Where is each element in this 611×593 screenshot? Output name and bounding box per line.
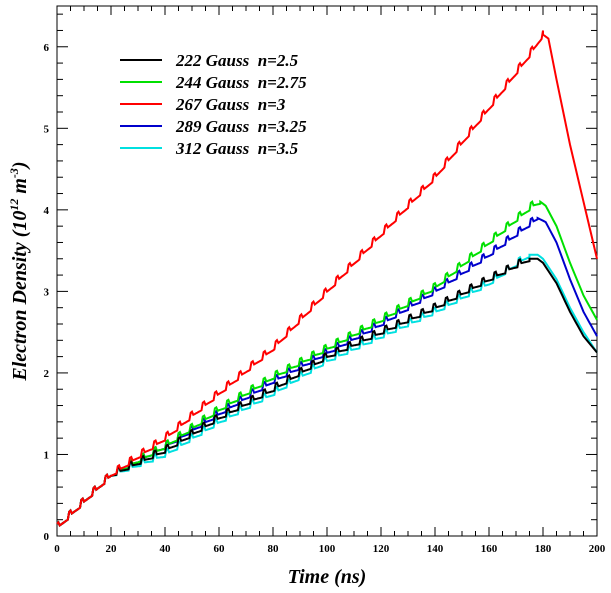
y-axis-label-unit: m (9, 178, 31, 199)
series-line (56, 253, 598, 527)
y-axis-label-unit-exponent: -3 (7, 168, 21, 178)
y-axis-label-main: Electron Density (10 (9, 211, 31, 382)
x-tick-label: 80 (268, 543, 280, 555)
legend-label: 222 Gauss n=2.5 (175, 51, 299, 70)
series-line (56, 30, 598, 527)
y-tick-label: 6 (44, 42, 50, 54)
x-tick-label: 200 (589, 543, 606, 555)
x-axis-ticks: 0 20 40 60 80 100 120 140 160 180 200 (54, 6, 606, 555)
x-tick-label: 160 (481, 543, 498, 555)
legend-label: 312 Gauss n=3.5 (175, 139, 299, 158)
y-tick-label: 3 (44, 286, 50, 298)
x-tick-label: 120 (373, 543, 390, 555)
y-axis-label: Electron Density (1012 m-3) (7, 161, 31, 381)
x-tick-label: 20 (106, 543, 118, 555)
x-tick-label: 60 (214, 543, 226, 555)
legend-label: 244 Gauss n=2.75 (175, 73, 307, 92)
y-axis-label-exponent: 12 (7, 199, 21, 211)
y-tick-label: 2 (44, 368, 50, 380)
x-axis-label: Time (ns) (288, 566, 367, 588)
y-tick-label: 1 (44, 449, 50, 461)
series-layer (56, 30, 598, 527)
y-tick-label: 4 (44, 205, 50, 217)
y-axis-ticks: 0 1 2 3 4 5 6 (44, 13, 597, 543)
plot-frame (56, 5, 598, 537)
series-line (56, 257, 598, 527)
x-tick-label: 0 (54, 543, 60, 555)
series-line (56, 199, 598, 527)
y-tick-label: 5 (44, 123, 50, 135)
y-axis-label-end: ) (9, 161, 31, 170)
series-line (56, 216, 598, 527)
legend: 222 Gauss n=2.5 244 Gauss n=2.75 267 Gauss… (120, 51, 307, 158)
x-tick-label: 140 (427, 543, 444, 555)
x-tick-label: 180 (535, 543, 552, 555)
legend-label: 289 Gauss n=3.25 (175, 117, 307, 136)
x-tick-label: 100 (319, 543, 336, 555)
x-tick-label: 40 (160, 543, 172, 555)
y-tick-label: 0 (44, 531, 50, 543)
legend-label: 267 Gauss n=3 (175, 95, 286, 114)
